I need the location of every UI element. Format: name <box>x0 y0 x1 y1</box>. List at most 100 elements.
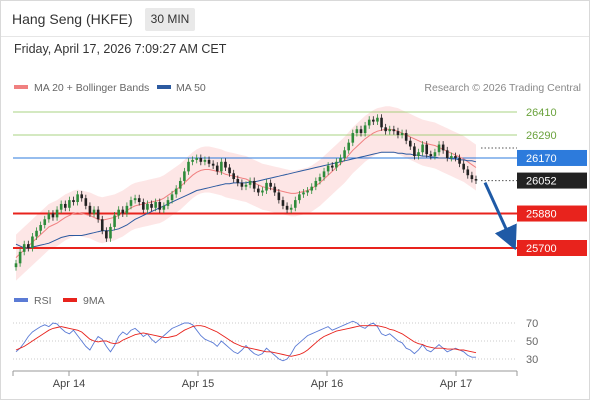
candle-body <box>289 207 293 210</box>
candle-body <box>92 209 96 214</box>
candle-body <box>376 117 379 122</box>
candle-body <box>121 209 125 214</box>
candle-body <box>248 180 252 185</box>
time-tick-label: Apr 15 <box>182 378 214 390</box>
candle-body <box>199 157 203 162</box>
candle-body <box>380 117 383 128</box>
candle-body <box>72 200 75 203</box>
candle-body <box>421 144 424 153</box>
candle-body <box>178 180 182 189</box>
level-tag-26170 <box>517 149 587 166</box>
candle-body <box>129 200 133 206</box>
candle-body <box>27 244 30 248</box>
instrument-title: Hang Seng (HKFE) <box>12 11 133 27</box>
candle-body <box>445 150 449 158</box>
time-tick-label: Apr 17 <box>440 378 472 390</box>
candle-body <box>470 175 474 180</box>
candle-body <box>244 184 248 187</box>
candle-body <box>63 203 67 208</box>
scenario-arrow <box>483 181 517 251</box>
candle-body <box>458 157 461 164</box>
candle-body <box>183 171 186 181</box>
candle-body <box>314 180 318 187</box>
rsi-legend-label: RSI <box>34 295 52 307</box>
candle-body <box>343 150 346 158</box>
candle-body <box>88 205 92 214</box>
rsi-panel: 70 50 30 <box>13 318 538 366</box>
candle-body <box>220 161 223 172</box>
candle-body <box>474 179 478 181</box>
candle-body <box>39 225 42 231</box>
candle-body <box>76 194 79 203</box>
candle-body <box>437 144 441 153</box>
candle-body <box>392 129 396 132</box>
rsi-ma-line <box>15 325 477 357</box>
candle-body <box>59 203 63 210</box>
candle-body <box>351 133 355 143</box>
ma20-legend-swatch <box>14 85 28 89</box>
level-labels: 26410 26290 26170 26052 25880 25700 <box>517 107 587 256</box>
candle-body <box>384 127 387 132</box>
candle-body <box>252 180 256 189</box>
candle-body <box>429 154 433 157</box>
level-tag-26052 <box>517 172 587 189</box>
candle-body <box>322 171 326 178</box>
candle-body <box>80 194 84 199</box>
candle-body <box>302 192 305 195</box>
candle-body <box>117 209 120 216</box>
candle-body <box>339 157 342 162</box>
time-tick-label: Apr 14 <box>53 378 85 390</box>
ma50-legend-swatch <box>157 85 171 89</box>
header-divider <box>1 36 589 37</box>
candle-body <box>454 156 457 158</box>
candle-body <box>265 182 268 191</box>
candle-body <box>55 209 59 218</box>
time-axis: Apr 14 Apr 15 Apr 16 Apr 17 <box>12 370 518 390</box>
level-label-25700: 25700 <box>526 243 557 255</box>
rsi-tick-50: 50 <box>526 336 538 348</box>
candle-body <box>35 230 38 237</box>
candle-body <box>142 202 145 210</box>
price-legend: MA 20 + Bollinger Bands MA 50 Research ©… <box>14 82 581 94</box>
price-levels <box>13 111 517 249</box>
level-label-25880: 25880 <box>526 209 557 221</box>
candle-body <box>31 236 34 248</box>
candle-body <box>228 167 231 174</box>
candle-body <box>109 226 112 239</box>
candle-body <box>166 200 170 206</box>
candle-body <box>285 205 289 210</box>
ma20-legend-label: MA 20 + Bollinger Bands <box>34 82 149 94</box>
rsi-line <box>15 320 476 362</box>
candle-body <box>335 161 338 168</box>
time-tick-label: Apr 16 <box>311 378 343 390</box>
candle-body <box>187 161 190 172</box>
timestamp: Friday, April 17, 2026 7:09:27 AM CET <box>14 42 227 56</box>
candle-body <box>215 165 219 172</box>
candle-body <box>326 165 330 172</box>
level-label-26170: 26170 <box>526 153 557 165</box>
bollinger-band-area <box>16 106 476 281</box>
candle-body <box>293 200 297 208</box>
candle-body <box>466 169 470 176</box>
timeframe-button[interactable]: 30 MIN <box>145 8 195 31</box>
candle-body <box>363 125 367 134</box>
level-label-26290: 26290 <box>526 130 557 142</box>
candle-body <box>462 163 465 170</box>
candle-body <box>388 129 392 132</box>
candle-body <box>306 190 309 193</box>
level-tag-25700 <box>517 240 587 256</box>
candle-body <box>203 159 207 162</box>
credit-text: Research © 2026 Trading Central <box>424 82 581 94</box>
scenario-arrow-line <box>483 181 517 251</box>
rsi-legend-swatch <box>14 298 28 302</box>
candle-body <box>318 177 322 181</box>
rsi-ma-legend-swatch <box>63 298 77 302</box>
candle-body <box>14 263 18 268</box>
rsi-legend: RSI 9MA <box>14 295 105 307</box>
candle-body <box>355 129 359 134</box>
candle-body <box>154 202 157 208</box>
candle-body <box>158 202 162 210</box>
candle-body <box>413 146 416 157</box>
